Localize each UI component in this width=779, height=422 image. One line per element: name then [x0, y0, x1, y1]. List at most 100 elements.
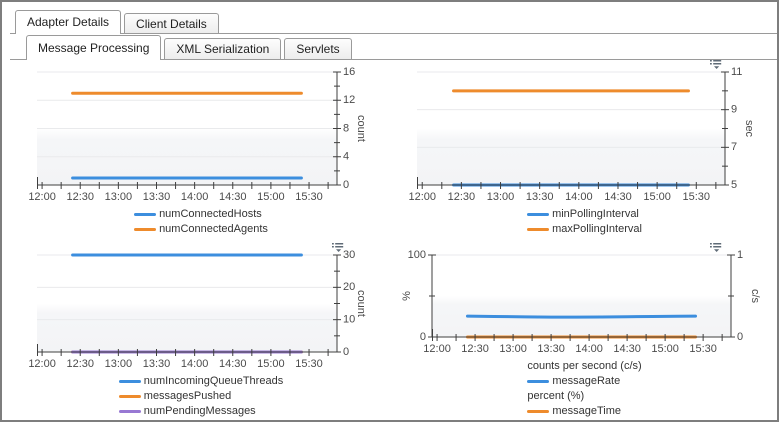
svg-text:15:30: 15:30	[295, 191, 323, 203]
svg-text:14:00: 14:00	[181, 191, 209, 203]
svg-text:15:00: 15:00	[643, 191, 671, 203]
chart-legend: minPollingInterval maxPollingInterval	[527, 207, 642, 237]
svg-text:12: 12	[343, 94, 355, 106]
chart-legend: numConnectedHosts numConnectedAgents	[134, 207, 268, 237]
svg-text:13:00: 13:00	[487, 191, 515, 203]
svg-text:12:30: 12:30	[66, 358, 94, 370]
svg-text:14:30: 14:30	[613, 343, 641, 355]
chart-queue-threads-messages: 12:00 12:30 13:00 13:30 14:00 14:30 15:00 15:30…	[10, 243, 392, 419]
svg-text:9: 9	[731, 104, 737, 116]
svg-text:15:00: 15:00	[651, 343, 679, 355]
primary-tabstrip-divider	[10, 33, 777, 34]
tab-servlets[interactable]: Servlets	[284, 38, 352, 59]
legend-label: messageRate	[552, 375, 621, 387]
svg-text:12:30: 12:30	[66, 191, 94, 203]
chart-menu-icon[interactable]	[710, 241, 723, 253]
svg-text:12:30: 12:30	[448, 191, 476, 203]
svg-text:12:00: 12:00	[423, 343, 451, 355]
legend-label: maxPollingInterval	[552, 223, 642, 235]
chart-polling-interval: 12:00 12:30 13:00 13:30 14:00 14:30 15:00 15:30…	[392, 60, 777, 237]
svg-text:14:30: 14:30	[604, 191, 632, 203]
chart-canvas: 12:00 12:30 13:00 13:30 14:00 14:30 15:00 15:30…	[28, 249, 367, 370]
legend-swatch	[118, 395, 141, 398]
svg-text:12:00: 12:00	[28, 358, 56, 370]
legend-swatch	[527, 213, 550, 216]
legend-swatch	[118, 380, 141, 383]
svg-text:13:30: 13:30	[537, 343, 565, 355]
svg-text:13:30: 13:30	[143, 358, 171, 370]
chart-canvas: 12:00 12:30 13:00 13:30 14:00 14:30 15:00 15:30…	[408, 66, 755, 203]
legend-label: minPollingInterval	[552, 208, 639, 220]
svg-text:14:00: 14:00	[575, 343, 603, 355]
svg-text:30: 30	[343, 249, 355, 261]
axis-label-sec: sec	[743, 120, 755, 138]
chart-message-rate-time: 12:00 12:30 13:00 13:30 14:00 14:30 15:00 15:30…	[392, 243, 777, 419]
chart-canvas: 12:00 12:30 13:00 13:30 14:00 14:30 15:00 15:30…	[28, 66, 367, 203]
legend-label: messageTime	[552, 405, 621, 417]
secondary-tabs: Message Processing XML Serialization Ser…	[26, 35, 352, 60]
svg-text:13:30: 13:30	[526, 191, 554, 203]
chart-canvas: 12:00 12:30 13:00 13:30 14:00 14:30 15:00 15:30…	[401, 249, 761, 355]
legend-swatch	[527, 380, 550, 383]
legend-item: messagesPushed	[118, 389, 283, 404]
legend-label: messagesPushed	[143, 390, 232, 402]
legend-swatch	[527, 228, 550, 231]
svg-text:15:30: 15:30	[689, 343, 717, 355]
chart-menu-icon[interactable]	[332, 241, 345, 253]
tab-xml-serialization[interactable]: XML Serialization	[164, 38, 282, 59]
legend-swatch	[134, 213, 157, 216]
svg-text:0: 0	[343, 179, 349, 191]
chart-menu-icon[interactable]	[710, 58, 723, 70]
legend-group-label: percent (%)	[527, 390, 585, 402]
tab-message-processing[interactable]: Message Processing	[26, 35, 162, 60]
svg-text:15:00: 15:00	[257, 358, 285, 370]
legend-item: numConnectedHosts	[134, 207, 268, 222]
svg-text:10: 10	[343, 314, 355, 326]
svg-text:100: 100	[408, 249, 426, 261]
chart-legend: counts per second (c/s) messageRate percen…	[527, 359, 642, 419]
legend-label: numPendingMessages	[143, 405, 256, 417]
svg-text:14:30: 14:30	[219, 191, 247, 203]
svg-text:15:30: 15:30	[683, 191, 711, 203]
legend-group-label: counts per second (c/s)	[527, 360, 642, 372]
svg-text:13:00: 13:00	[105, 358, 133, 370]
svg-text:20: 20	[343, 281, 355, 293]
svg-text:14:00: 14:00	[181, 358, 209, 370]
svg-text:13:30: 13:30	[143, 191, 171, 203]
chart-legend: numIncomingQueueThreads messagesPushed num…	[118, 374, 284, 419]
svg-text:1: 1	[737, 249, 743, 261]
legend-swatch	[134, 228, 157, 231]
svg-text:8: 8	[343, 122, 349, 134]
tab-client-details[interactable]: Client Details	[124, 13, 219, 33]
svg-text:0: 0	[420, 331, 426, 343]
svg-text:0: 0	[737, 331, 743, 343]
svg-text:14:00: 14:00	[565, 191, 593, 203]
svg-text:13:00: 13:00	[105, 191, 133, 203]
legend-label: numIncomingQueueThreads	[143, 375, 284, 387]
legend-item: maxPollingInterval	[527, 222, 642, 237]
svg-text:12:00: 12:00	[28, 191, 56, 203]
tab-adapter-details[interactable]: Adapter Details	[15, 10, 122, 34]
svg-text:14:30: 14:30	[219, 358, 247, 370]
legend-item: minPollingInterval	[527, 207, 642, 222]
svg-text:13:00: 13:00	[499, 343, 527, 355]
legend-item: numPendingMessages	[118, 404, 283, 419]
legend-swatch	[118, 410, 141, 413]
axis-label-%: %	[401, 291, 413, 301]
svg-text:12:00: 12:00	[408, 191, 436, 203]
legend-swatch	[527, 410, 550, 413]
legend-label: numConnectedHosts	[159, 208, 262, 220]
chart-connected-hosts-agents: 12:00 12:30 13:00 13:30 14:00 14:30 15:00 15:30…	[10, 62, 392, 237]
legend-item: messageTime	[527, 404, 641, 419]
axis-label-c/s: c/s	[749, 289, 761, 304]
svg-text:5: 5	[731, 179, 737, 191]
svg-text:16: 16	[343, 66, 355, 78]
axis-label-count: count	[355, 290, 367, 317]
series-messageRate	[465, 314, 698, 319]
primary-tabs: Adapter Details Client Details	[15, 10, 219, 34]
legend-item: numIncomingQueueThreads	[118, 374, 284, 389]
legend-item: numConnectedAgents	[134, 222, 268, 237]
svg-text:11: 11	[731, 66, 742, 78]
svg-text:0: 0	[343, 346, 349, 358]
